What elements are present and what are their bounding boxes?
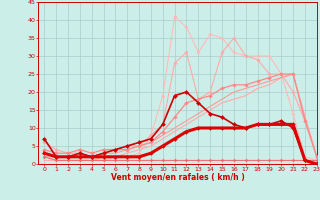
X-axis label: Vent moyen/en rafales ( km/h ): Vent moyen/en rafales ( km/h ) [111,173,244,182]
